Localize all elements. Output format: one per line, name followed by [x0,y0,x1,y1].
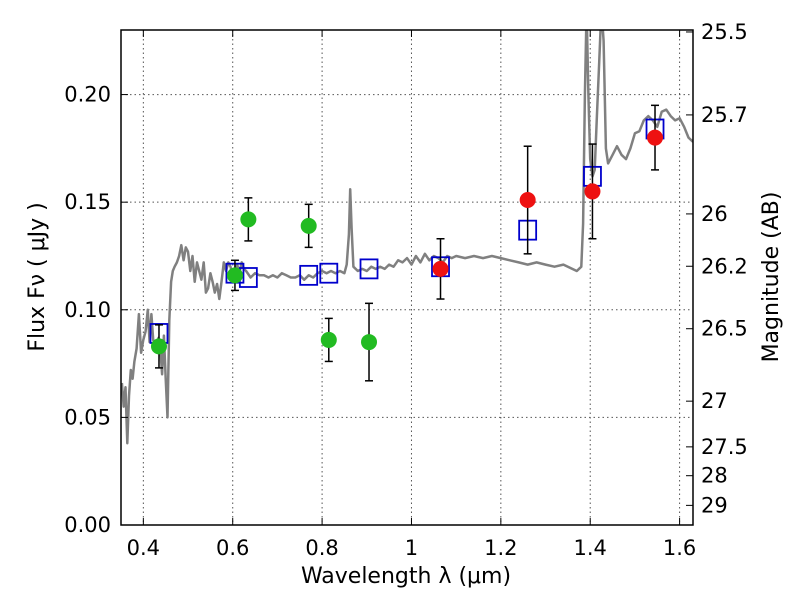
mag-tick-label: 28 [701,464,728,488]
red-data-point [519,192,536,209]
y-tick-label: 0.00 [64,513,111,537]
model-flux-box [319,262,339,284]
mag-tick-label: 26.2 [701,254,748,278]
green-data-point [300,217,317,234]
green-data-point [150,338,167,355]
y-axis-label: Flux Fν ( μJy ) [25,202,50,351]
y-tick-label: 0.15 [64,190,111,214]
red-data-point [584,183,601,200]
plot-content [121,30,693,445]
green-data-point [226,267,243,284]
right-axis-label: Magnitude (AB) [759,192,784,363]
model-spectrum-line [121,30,693,445]
mag-tick-label: 26.5 [701,317,748,341]
red-data-point [647,129,664,146]
x-tick-label: 1.4 [574,536,607,560]
plot-frame [120,29,694,526]
x-tick-label: 1.6 [663,536,696,560]
x-tick-label: 1 [405,536,418,560]
ticks: 0.4 0.6 0.8 1 1.2 1.4 1.6 0.00 0.05 0.10 0.15 0.20 2… [64,20,748,560]
model-flux-box [299,264,319,286]
mag-tick-label: 25.5 [701,20,748,44]
mag-tick-label: 27 [701,389,728,413]
mag-tick-label: 25.7 [701,103,748,127]
x-tick-label: 0.8 [305,536,338,560]
green-data-point [240,211,257,228]
x-tick-label: 0.4 [127,536,160,560]
model-flux-box [359,258,379,280]
green-data-point [320,331,337,348]
red-data-point [432,260,449,277]
mag-tick-label: 29 [701,493,728,517]
y-tick-label: 0.10 [64,298,111,322]
grid [121,30,693,525]
x-tick-label: 1.2 [484,536,517,560]
x-axis-label: Wavelength λ (μm) [301,564,511,589]
mag-tick-label: 27.5 [701,435,748,459]
y-tick-label: 0.05 [64,405,111,429]
green-data-point [361,334,378,351]
mag-tick-label: 26 [701,202,728,226]
y-tick-label: 0.20 [64,83,111,107]
x-tick-label: 0.6 [216,536,249,560]
